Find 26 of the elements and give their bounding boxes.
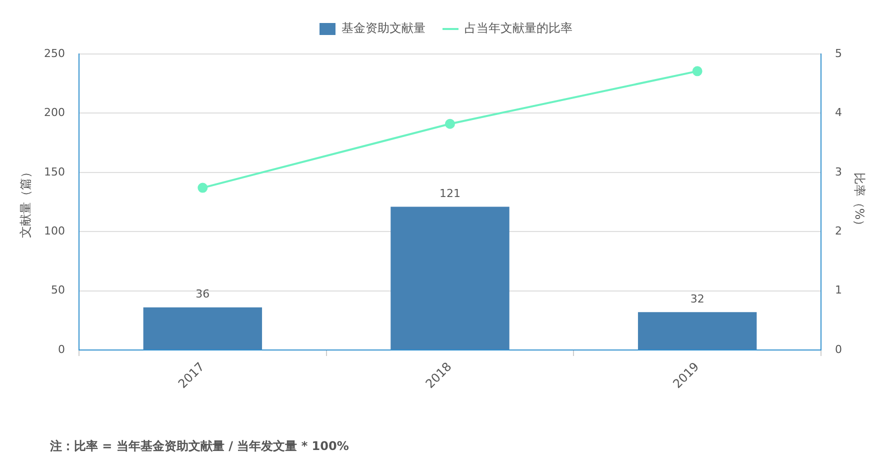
data-label: 36 [196,288,210,301]
y2-tick-label: 1 [835,284,842,297]
point [198,182,208,193]
y-axis-title: 文献量（篇） [18,166,32,238]
point [692,66,702,76]
bar [638,312,757,350]
bar [390,206,510,350]
y2-tick-label: 0 [835,342,842,356]
text: 注：比率 = 当年基金资助文献量 / 当年发文量 * 100% [50,438,349,455]
y2-tick-label: 4 [835,106,842,120]
y-tick-label: 150 [44,165,65,178]
y-tick-label: 50 [51,284,65,297]
y-tick-label: 200 [44,106,65,120]
y-tick-label: 0 [58,342,65,356]
y2-tick-label: 3 [835,165,842,178]
y2-tick-label: 2 [835,224,842,238]
y-tick-label: 250 [44,46,65,60]
y-tick-label: 100 [44,224,65,238]
legend-label: 占当年文献量的比率 [464,21,572,36]
bar [143,307,262,350]
legend-label: 基金资助文献量 [342,21,426,36]
point [445,118,455,129]
data-label: 32 [690,292,704,306]
y2-tick-label: 5 [835,46,842,60]
data-label: 121 [440,187,460,200]
y2-axis-title: 比率（%） [852,172,867,232]
